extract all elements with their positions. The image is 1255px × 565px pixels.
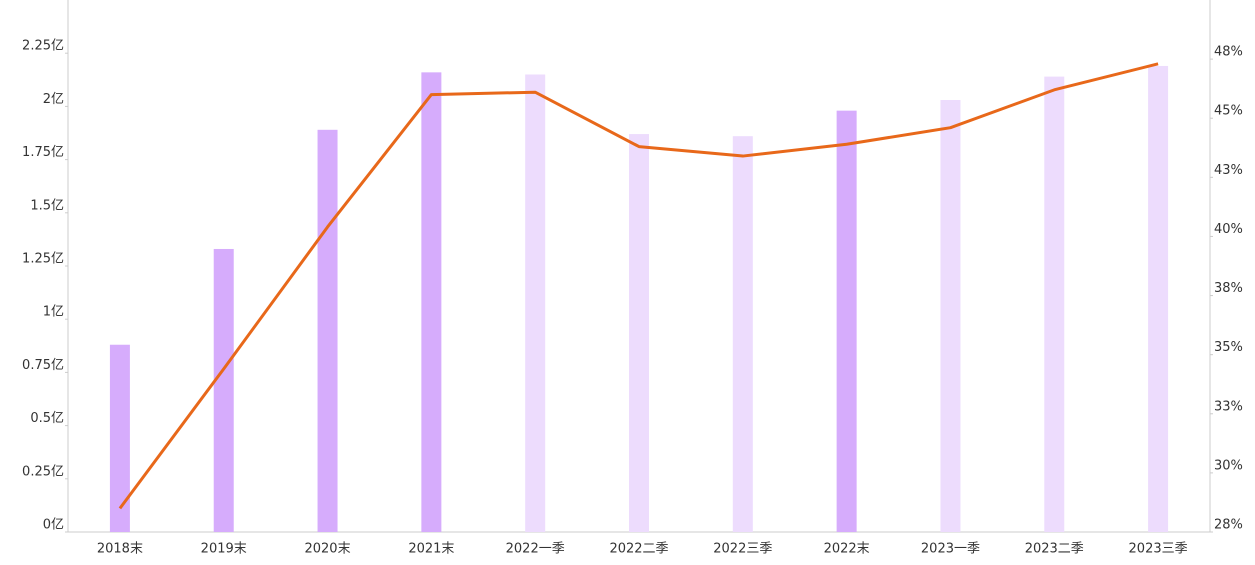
x-tick-label: 2021末: [408, 542, 454, 557]
y-tick-label: 1.75亿: [22, 145, 64, 160]
y-tick-label: 0.5亿: [30, 411, 64, 426]
x-tick-label: 2023二季: [1025, 542, 1084, 557]
x-tick-label: 2023三季: [1129, 542, 1188, 557]
bar: [525, 74, 546, 532]
y-tick-label: 2.25亿: [22, 39, 64, 54]
bar: [940, 100, 961, 533]
y2-tick-label: 40%: [1214, 222, 1243, 237]
bar: [317, 129, 338, 533]
y-tick-label: 1.25亿: [22, 252, 64, 267]
bar: [629, 134, 649, 532]
y2-tick-label: 43%: [1214, 163, 1243, 178]
y2-tick-label: 35%: [1214, 340, 1243, 355]
y2-tick-label: 33%: [1214, 399, 1243, 414]
y-tick-label: 0亿: [43, 518, 64, 533]
y-tick-label: 1亿: [43, 305, 64, 320]
y2-tick-label: 48%: [1214, 45, 1243, 60]
line: [118, 62, 1159, 510]
bar: [213, 248, 234, 532]
bar: [1148, 65, 1169, 532]
y-tick-label: 0.25亿: [22, 464, 64, 479]
y2-tick-label: 28%: [1214, 518, 1243, 533]
bar: [836, 110, 857, 532]
x-tick-label: 2022末: [824, 542, 870, 557]
y2-tick-label: 45%: [1214, 104, 1243, 119]
x-tick-label: 2019末: [201, 542, 247, 557]
x-tick-label: 2022一季: [506, 542, 565, 557]
bar: [732, 136, 753, 532]
y2-tick-label: 38%: [1214, 281, 1243, 296]
y-tick-label: 2亿: [43, 92, 64, 107]
bar: [421, 72, 442, 533]
y-tick-label: 0.75亿: [22, 358, 64, 373]
x-tick-label: 2022二季: [609, 542, 668, 557]
bar: [1044, 76, 1065, 532]
x-tick-label: 2023一季: [921, 542, 980, 557]
x-tick-label: 2018末: [97, 542, 143, 557]
y-tick-label: 1.5亿: [30, 198, 64, 213]
x-tick-label: 2022三季: [713, 542, 772, 557]
x-tick-label: 2020末: [304, 542, 350, 557]
bar: [109, 344, 130, 532]
y2-tick-label: 30%: [1214, 458, 1243, 473]
